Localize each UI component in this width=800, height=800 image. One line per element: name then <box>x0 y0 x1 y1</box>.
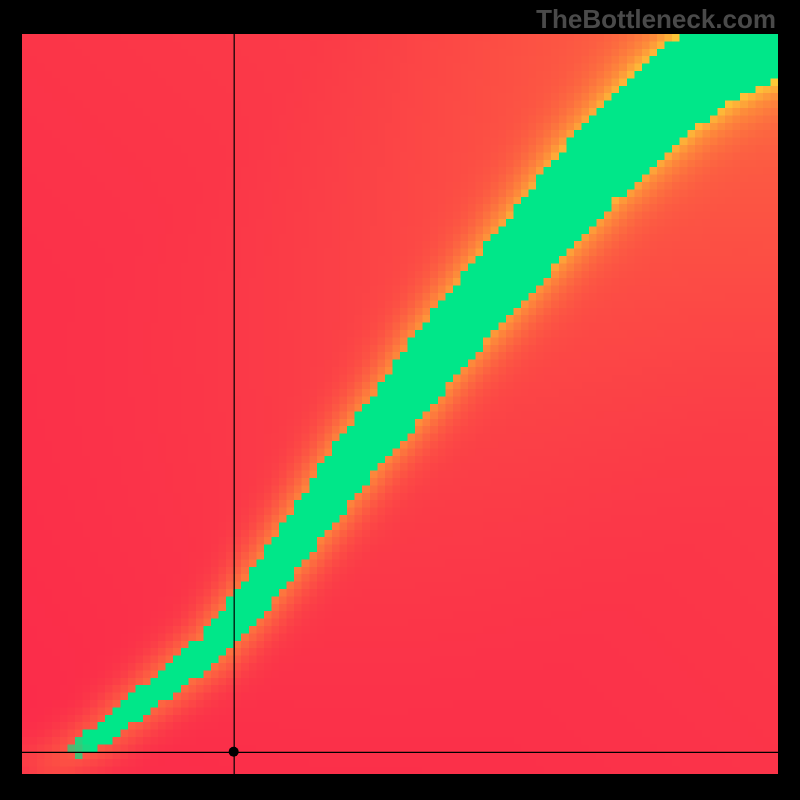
crosshair-overlay <box>22 34 778 774</box>
watermark-text: TheBottleneck.com <box>536 4 776 35</box>
heatmap-plot <box>22 34 778 774</box>
